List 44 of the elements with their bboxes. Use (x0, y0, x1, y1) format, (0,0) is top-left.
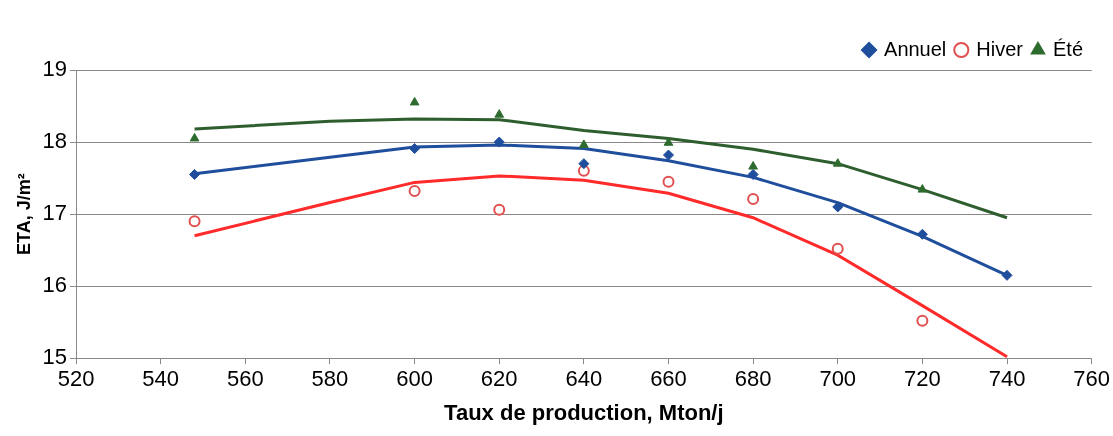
point (747, 192, 760, 205)
y-tick-label: 17 (42, 200, 68, 226)
x-tick-label: 540 (142, 366, 180, 392)
point (189, 132, 200, 142)
point (188, 215, 201, 228)
x-tick-label: 700 (819, 366, 857, 392)
point (578, 158, 590, 170)
point (662, 175, 675, 188)
x-tick-label: 660 (650, 366, 687, 392)
x-tick-label: 640 (565, 366, 603, 392)
x-tick-label: 680 (734, 366, 772, 392)
point (748, 161, 758, 170)
point (409, 143, 421, 155)
point (408, 185, 421, 198)
x-axis-title: Taux de production, Mton/j (444, 399, 724, 425)
y-tick-label: 18 (42, 128, 68, 154)
x-tick-label: 760 (1073, 366, 1111, 392)
x-tick-label: 720 (904, 366, 941, 392)
point (831, 242, 844, 255)
legend-label: Été (1052, 37, 1084, 60)
point (832, 158, 843, 167)
x-tick-label: 600 (396, 366, 433, 392)
legend-label: Hiver (976, 37, 1024, 60)
y-tick-label: 16 (42, 272, 68, 298)
point (189, 168, 201, 180)
point (662, 149, 674, 161)
point (663, 137, 674, 146)
y-tick-label: 19 (42, 56, 68, 82)
point (493, 203, 506, 216)
x-tick-label: 620 (480, 366, 518, 392)
legend-label: Annuel (884, 37, 947, 60)
point (1001, 269, 1013, 281)
x-tick-label: 580 (311, 366, 349, 392)
point (493, 136, 505, 148)
x-tick-label: 560 (226, 366, 264, 392)
point (916, 314, 929, 327)
point (747, 168, 759, 180)
point (494, 109, 505, 118)
x-tick-label: 740 (988, 366, 1026, 392)
point (832, 201, 844, 213)
y-axis-title: ETA, J/m² (13, 173, 34, 255)
point (409, 96, 420, 106)
point (579, 139, 589, 148)
point (917, 184, 928, 193)
